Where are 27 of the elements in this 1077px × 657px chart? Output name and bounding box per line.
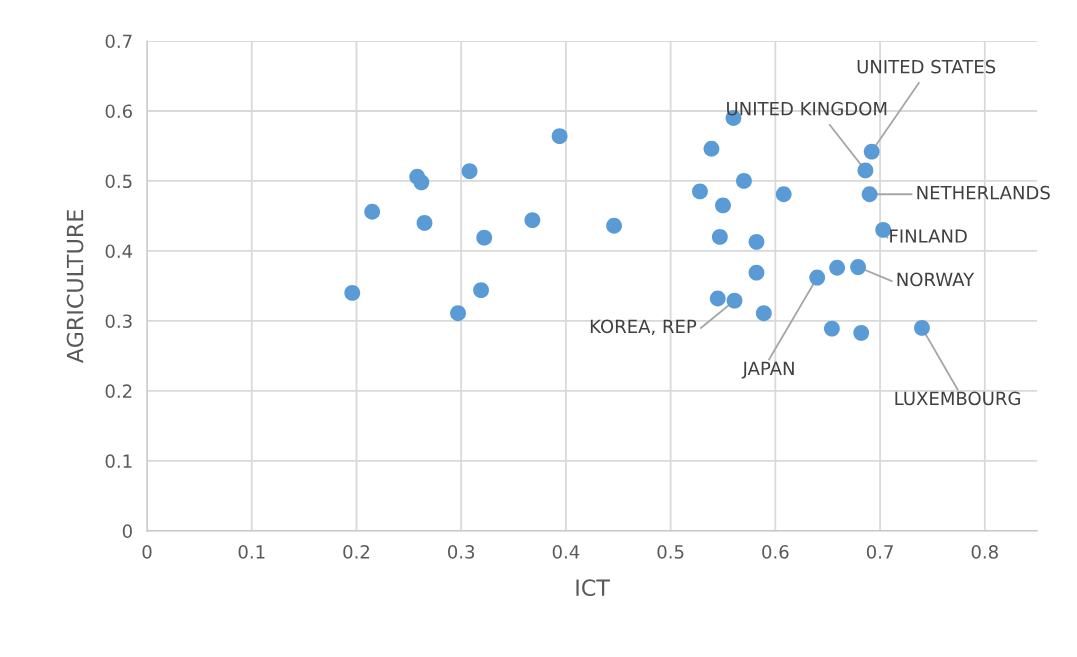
y-tick-label: 0.3 bbox=[105, 314, 132, 329]
annotation: FINLAND bbox=[890, 229, 967, 243]
annotation: LUXEMBOURG bbox=[895, 391, 1020, 406]
annotation: UNITED KINGDOM bbox=[727, 101, 887, 116]
x-tick-label: 0.7 bbox=[866, 545, 893, 559]
x-tick-label: 0.4 bbox=[552, 545, 580, 559]
y-tick-label: 0.4 bbox=[105, 244, 133, 259]
y-tick-label: 0.5 bbox=[105, 174, 132, 189]
y-axis-title: AGRICULTURE bbox=[66, 210, 84, 363]
annotation: UNITED STATES bbox=[857, 59, 996, 74]
x-tick-label: 0.5 bbox=[657, 545, 684, 559]
annotation: JAPAN bbox=[741, 361, 794, 379]
x-tick-label: 0.1 bbox=[238, 545, 265, 559]
y-tick-label: 0.2 bbox=[105, 384, 132, 399]
annotation: KOREA, REP bbox=[590, 319, 697, 335]
x-tick-label: 0 bbox=[142, 545, 152, 559]
y-tick-label: 0.7 bbox=[105, 34, 132, 49]
y-tick-label: 0 bbox=[122, 524, 132, 538]
x-tick-label: 0.3 bbox=[448, 545, 475, 559]
annotation: NETHERLANDS bbox=[917, 185, 1050, 200]
x-tick-label: 0.8 bbox=[971, 545, 998, 559]
y-tick-label: 0.6 bbox=[105, 104, 132, 119]
x-tick-label: 0.6 bbox=[762, 545, 789, 559]
x-tick-label: 0.2 bbox=[343, 545, 369, 559]
x-axis-title: ICT bbox=[576, 579, 610, 597]
y-tick-label: 0.1 bbox=[105, 454, 132, 468]
annotation: NORWAY bbox=[897, 272, 975, 287]
